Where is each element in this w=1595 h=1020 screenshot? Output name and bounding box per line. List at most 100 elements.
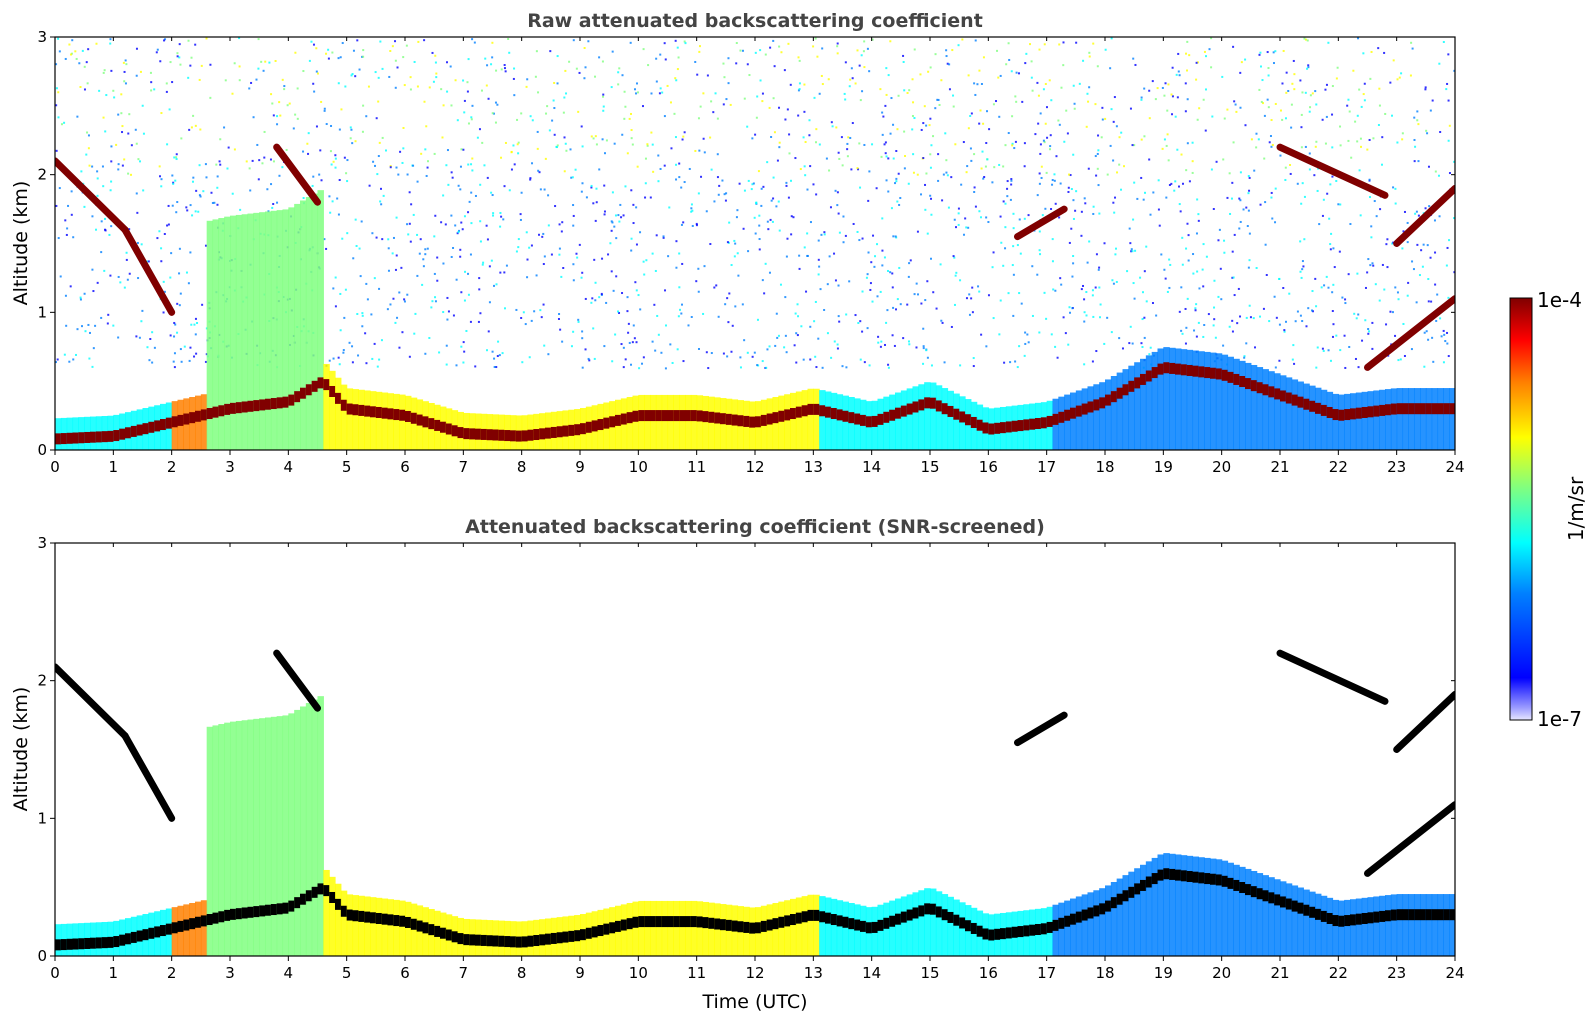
top-noise-speck (100, 251, 103, 254)
top-noise-speck (1072, 255, 1075, 258)
top-noise-speck (678, 162, 681, 165)
top-noise-speck (563, 136, 566, 139)
top-noise-speck (750, 188, 753, 191)
top-noise-speck (820, 74, 823, 77)
top-noise-speck (1097, 134, 1100, 137)
top-noise-speck (837, 212, 840, 215)
top-noise-speck (272, 160, 275, 163)
top-noise-speck (988, 128, 991, 131)
top-noise-speck (469, 320, 472, 323)
top-x-axis: 0 1 2 3 4 5 6 7 8 9 10 11 12 13 14 15 16 17 18 19 20 21 22 23 24 (50, 37, 1465, 476)
top-noise-speck (770, 135, 773, 138)
top-noise-speck (1197, 321, 1200, 324)
bottom-boundary-layer-column (1180, 855, 1188, 956)
top-boundary-layer-column (1087, 386, 1094, 450)
bottom-layer-top-signal (410, 918, 418, 930)
top-elevated-layer (1393, 184, 1455, 247)
top-noise-speck (292, 127, 295, 130)
top-noise-speck (1309, 94, 1312, 97)
top-noise-speck (710, 352, 713, 355)
top-noise-speck (929, 257, 932, 260)
top-noise-speck (173, 335, 176, 338)
top-noise-speck (123, 80, 126, 83)
top-noise-speck (520, 112, 523, 115)
top-noise-speck (431, 300, 434, 303)
bottom-layer-top-signal (393, 915, 400, 927)
top-noise-speck (1292, 59, 1295, 62)
top-noise-speck (575, 252, 578, 255)
top-noise-speck (754, 133, 757, 136)
top-noise-speck (163, 39, 166, 42)
top-noise-speck (1212, 208, 1215, 211)
top-noise-speck (929, 66, 932, 69)
top-noise-speck (572, 263, 575, 266)
top-noise-speck (160, 112, 163, 115)
top-noise-speck (378, 141, 381, 144)
top-noise-speck (1387, 354, 1390, 357)
top-noise-speck (127, 172, 130, 175)
top-noise-speck (373, 342, 376, 345)
top-noise-speck (1291, 358, 1294, 361)
top-noise-speck (594, 135, 597, 138)
bottom-layer-top-signal (1367, 912, 1374, 924)
top-noise-speck (1046, 136, 1049, 139)
top-noise-speck (263, 130, 266, 133)
top-noise-speck (1246, 225, 1249, 228)
top-layer-top-signal (947, 405, 954, 417)
top-noise-speck (825, 157, 828, 160)
top-noise-speck (1012, 227, 1015, 230)
top-noise-speck (1281, 118, 1284, 121)
bottom-layer-top-signal (259, 905, 266, 917)
bottom-panel: Attenuated backscattering coefficient (S… (10, 516, 1465, 1013)
top-noise-speck (617, 310, 620, 313)
top-noise-speck (1417, 160, 1420, 163)
top-noise-speck (1279, 154, 1282, 157)
top-noise-speck (778, 229, 781, 232)
top-noise-speck (591, 297, 594, 300)
top-noise-speck (342, 349, 345, 352)
top-noise-speck (1186, 69, 1189, 72)
bottom-layer-top-signal (317, 883, 324, 895)
top-noise-speck (1322, 349, 1325, 352)
bottom-layer-top-signal (655, 916, 663, 928)
top-noise-speck (1431, 99, 1434, 102)
bottom-boundary-layer-column (778, 901, 785, 956)
top-noise-speck (585, 196, 588, 199)
top-noise-speck (613, 225, 616, 228)
top-noise-speck (820, 233, 823, 236)
top-noise-speck (528, 246, 531, 249)
top-noise-speck (1095, 350, 1098, 353)
top-noise-speck (1446, 246, 1449, 249)
top-noise-speck (445, 363, 448, 366)
top-noise-speck (1272, 51, 1275, 54)
bottom-layer-top-signal (1023, 925, 1030, 937)
top-noise-speck (1453, 271, 1455, 274)
top-noise-speck (522, 311, 525, 314)
top-noise-speck (813, 320, 816, 323)
top-layer-top-signal (731, 414, 739, 426)
top-noise-speck (497, 340, 500, 343)
top-noise-speck (973, 82, 976, 85)
top-noise-speck (967, 226, 970, 229)
top-noise-speck (140, 320, 143, 323)
top-boundary-layer-column (1245, 362, 1252, 450)
top-noise-speck (364, 332, 367, 335)
top-noise-speck (827, 78, 830, 81)
top-noise-speck (1205, 255, 1208, 258)
top-elevated-layer (1014, 205, 1068, 241)
top-noise-speck (756, 95, 759, 98)
top-noise-speck (1020, 302, 1023, 305)
bottom-boundary-layer-column (947, 896, 954, 956)
top-noise-speck (906, 91, 909, 94)
top-noise-speck (271, 102, 274, 105)
top-noise-speck (564, 142, 567, 145)
bottom-boundary-layer-column (375, 897, 383, 956)
top-noise-speck (1247, 209, 1250, 212)
top-layer-top-signal (1268, 386, 1275, 398)
top-noise-speck (288, 102, 291, 105)
top-noise-speck (209, 96, 212, 99)
top-noise-speck (520, 191, 523, 194)
top-noise-speck (180, 137, 183, 140)
top-noise-speck (1292, 344, 1295, 347)
bottom-boundary-layer-column (1338, 900, 1345, 956)
